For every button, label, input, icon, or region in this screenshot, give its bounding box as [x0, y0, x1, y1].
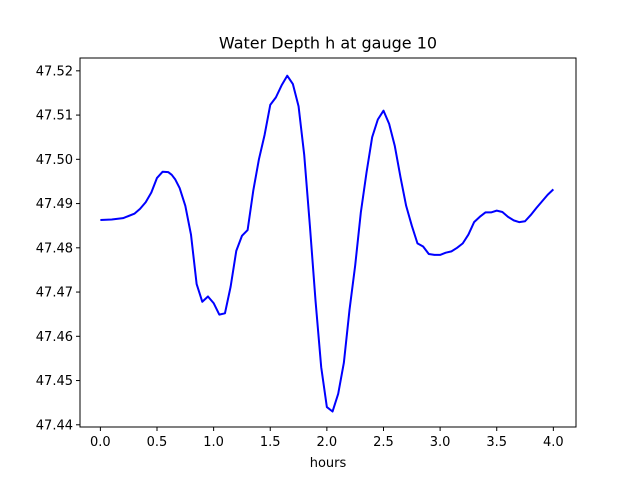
y-tick-label: 47.50 [36, 153, 73, 168]
y-tick-label: 47.47 [36, 286, 73, 301]
x-axis-label: hours [310, 456, 347, 471]
y-tick-label: 47.48 [36, 241, 73, 256]
chart-title: Water Depth h at gauge 10 [219, 34, 437, 53]
y-tick-label: 47.51 [36, 109, 73, 124]
x-tick-label: 4.0 [543, 435, 564, 450]
x-tick-label: 1.5 [260, 435, 281, 450]
x-tick-label: 0.5 [147, 435, 168, 450]
x-tick-label: 3.0 [430, 435, 451, 450]
axes-frame [79, 57, 577, 428]
y-tick-label: 47.52 [36, 64, 73, 79]
y-tick-label: 47.46 [36, 330, 73, 345]
y-tick-label: 47.44 [36, 418, 73, 433]
plot-area: 0.0 0.5 1.0 1.5 2.0 2.5 3.0 3.5 4.0 47.44 47.45 47.… [36, 57, 577, 450]
x-tick-label: 2.5 [373, 435, 394, 450]
y-tick-label: 47.45 [36, 374, 73, 389]
y-tick-label: 47.49 [36, 197, 73, 212]
x-tick-label: 2.0 [317, 435, 338, 450]
x-tick-label: 0.0 [90, 435, 111, 450]
series-line-0 [100, 74, 555, 413]
x-tick-label: 1.0 [203, 435, 224, 450]
x-tick-label: 3.5 [486, 435, 507, 450]
